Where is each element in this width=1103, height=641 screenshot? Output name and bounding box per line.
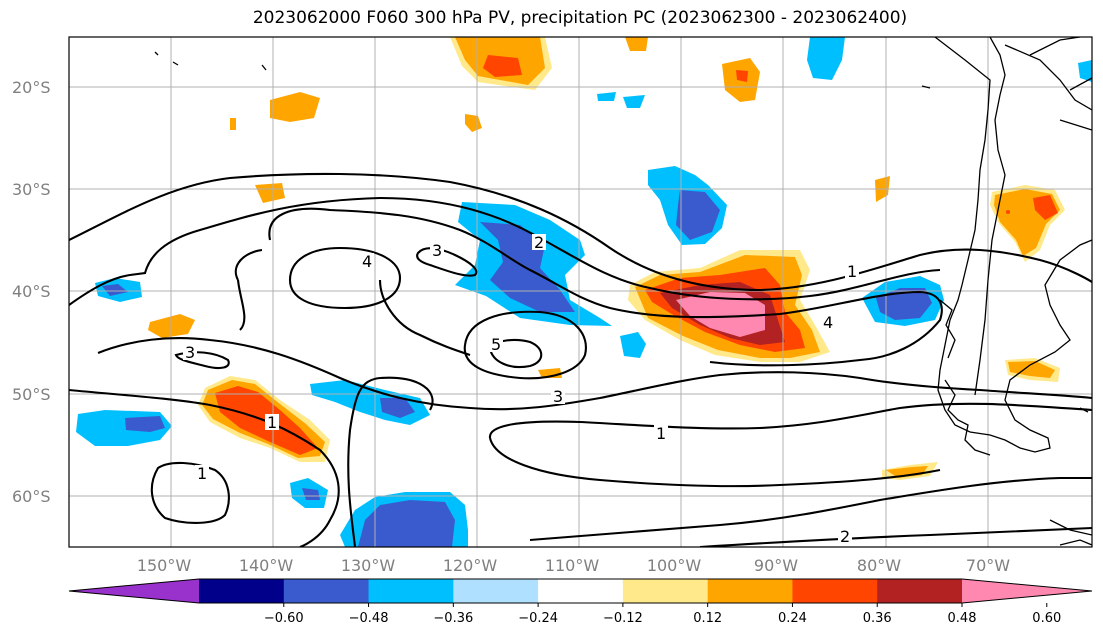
lon-label: 90°W [754, 556, 798, 575]
colorbar-segment [283, 579, 370, 603]
colorbar-segment [792, 579, 878, 603]
colorbar-tick-label: −0.36 [433, 611, 473, 626]
colorbar-tick-label: 0.48 [948, 611, 977, 626]
contour-label: 3 [185, 343, 195, 362]
contour-label: 2 [534, 233, 544, 252]
lat-label: 40°S [12, 282, 51, 301]
map-title: 2023062000 F060 300 hPa PV, precipitatio… [252, 8, 908, 28]
lat-label: 20°S [12, 78, 51, 97]
lon-label: 130°W [341, 556, 396, 575]
lat-label: 60°S [12, 487, 51, 506]
contour-label: 1 [656, 424, 666, 443]
colorbar-tick-label: −0.12 [603, 611, 643, 626]
lat-label: 30°S [12, 180, 51, 199]
colorbar-tick-label: 0.24 [778, 611, 807, 626]
colorbar: −0.60 −0.48 −0.36 −0.24 −0.12 0.12 0.24 0.36 0.4… [68, 578, 1093, 626]
colorbar-segment [622, 579, 709, 603]
contour-label: 3 [432, 241, 442, 260]
contour-label: 2 [840, 527, 850, 546]
lon-label: 150°W [137, 556, 192, 575]
map-frame [68, 36, 1093, 548]
colorbar-segment [538, 579, 624, 603]
contour-label: 1 [847, 262, 857, 281]
contour-label: 4 [362, 252, 372, 271]
latitude-labels: 20°S 30°S 40°S 50°S 60°S [12, 78, 51, 506]
contour-label: 3 [553, 387, 563, 406]
colorbar-segment [199, 579, 285, 603]
lon-label: 120°W [443, 556, 498, 575]
colorbar-tick-label: −0.60 [264, 611, 304, 626]
colorbar-segment [368, 579, 454, 603]
pv-contours [69, 172, 1092, 547]
colorbar-segment [877, 579, 963, 603]
longitude-labels: 150°W 140°W 130°W 120°W 110°W 100°W 90°W… [137, 556, 1010, 575]
lon-label: 110°W [545, 556, 600, 575]
lon-label: 100°W [647, 556, 702, 575]
colorbar-tick-label: 0.12 [693, 611, 722, 626]
lat-label: 50°S [12, 385, 51, 404]
colorbar-segment [453, 579, 539, 603]
contour-label: 5 [491, 335, 501, 354]
colorbar-outline [68, 578, 1093, 604]
contour-label: 1 [197, 464, 207, 483]
lon-label: 140°W [239, 556, 294, 575]
contour-label: 1 [267, 413, 277, 432]
colorbar-tick-label: −0.24 [518, 611, 558, 626]
colorbar-tick-label: −0.48 [349, 611, 389, 626]
colorbar-tick-label: 0.36 [863, 611, 892, 626]
contour-label: 4 [823, 313, 833, 332]
precip-shading [76, 37, 1092, 547]
lon-label: 80°W [857, 556, 901, 575]
contour-labels: 4 3 2 1 3 4 5 3 1 1 1 2 [183, 233, 859, 546]
coastlines [154, 37, 1092, 546]
colorbar-tick-label: 0.60 [1032, 611, 1061, 626]
colorbar-extend-high [962, 579, 1092, 603]
lon-label: 70°W [966, 556, 1010, 575]
colorbar-segment [707, 579, 793, 603]
colorbar-extend-low [69, 579, 199, 603]
